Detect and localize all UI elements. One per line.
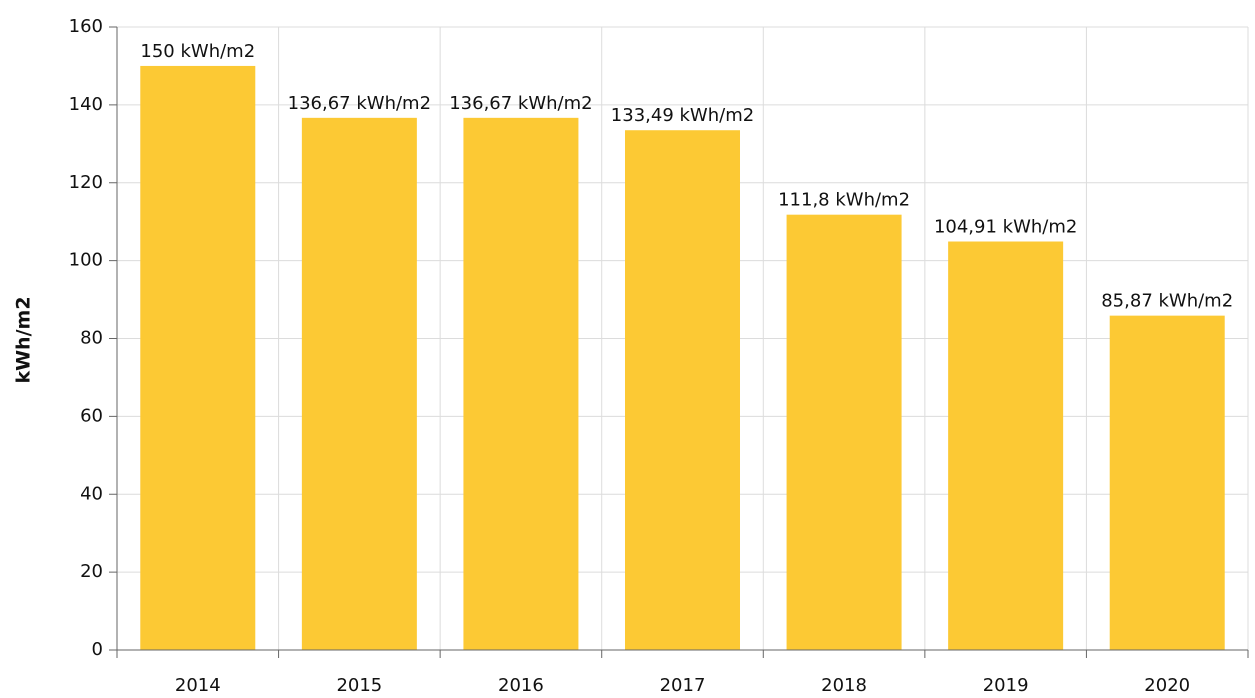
y-tick-label: 40 (80, 483, 103, 504)
y-tick-label: 140 (69, 94, 103, 115)
bar (1109, 315, 1225, 650)
x-tick-label: 2015 (336, 675, 382, 696)
y-tick-label: 0 (92, 639, 103, 660)
x-tick-label: 2019 (983, 675, 1029, 696)
y-tick-label: 60 (80, 405, 103, 426)
bar (948, 241, 1064, 650)
y-axis-label: kWh/m2 (13, 296, 35, 383)
y-tick-label: 20 (80, 561, 103, 582)
y-tick-label: 160 (69, 16, 103, 37)
bar (786, 214, 902, 650)
x-tick-label: 2014 (175, 675, 221, 696)
data-label: 104,91 kWh/m2 (934, 217, 1077, 238)
x-tick-label: 2018 (821, 675, 867, 696)
bar (463, 117, 579, 650)
bar (625, 130, 740, 650)
data-label: 133,49 kWh/m2 (611, 105, 754, 126)
data-label: 136,67 kWh/m2 (288, 93, 431, 114)
y-tick-label: 100 (69, 250, 103, 271)
x-tick-label: 2016 (498, 675, 544, 696)
y-tick-label: 120 (69, 172, 103, 193)
x-tick-label: 2017 (660, 675, 706, 696)
data-label: 111,8 kWh/m2 (778, 190, 910, 211)
data-label: 150 kWh/m2 (140, 41, 255, 62)
data-label: 85,87 kWh/m2 (1101, 291, 1233, 312)
y-tick-label: 80 (80, 328, 103, 349)
data-label: 136,67 kWh/m2 (449, 93, 592, 114)
x-tick-label: 2020 (1144, 675, 1190, 696)
bar (140, 65, 256, 650)
bar (301, 117, 417, 650)
